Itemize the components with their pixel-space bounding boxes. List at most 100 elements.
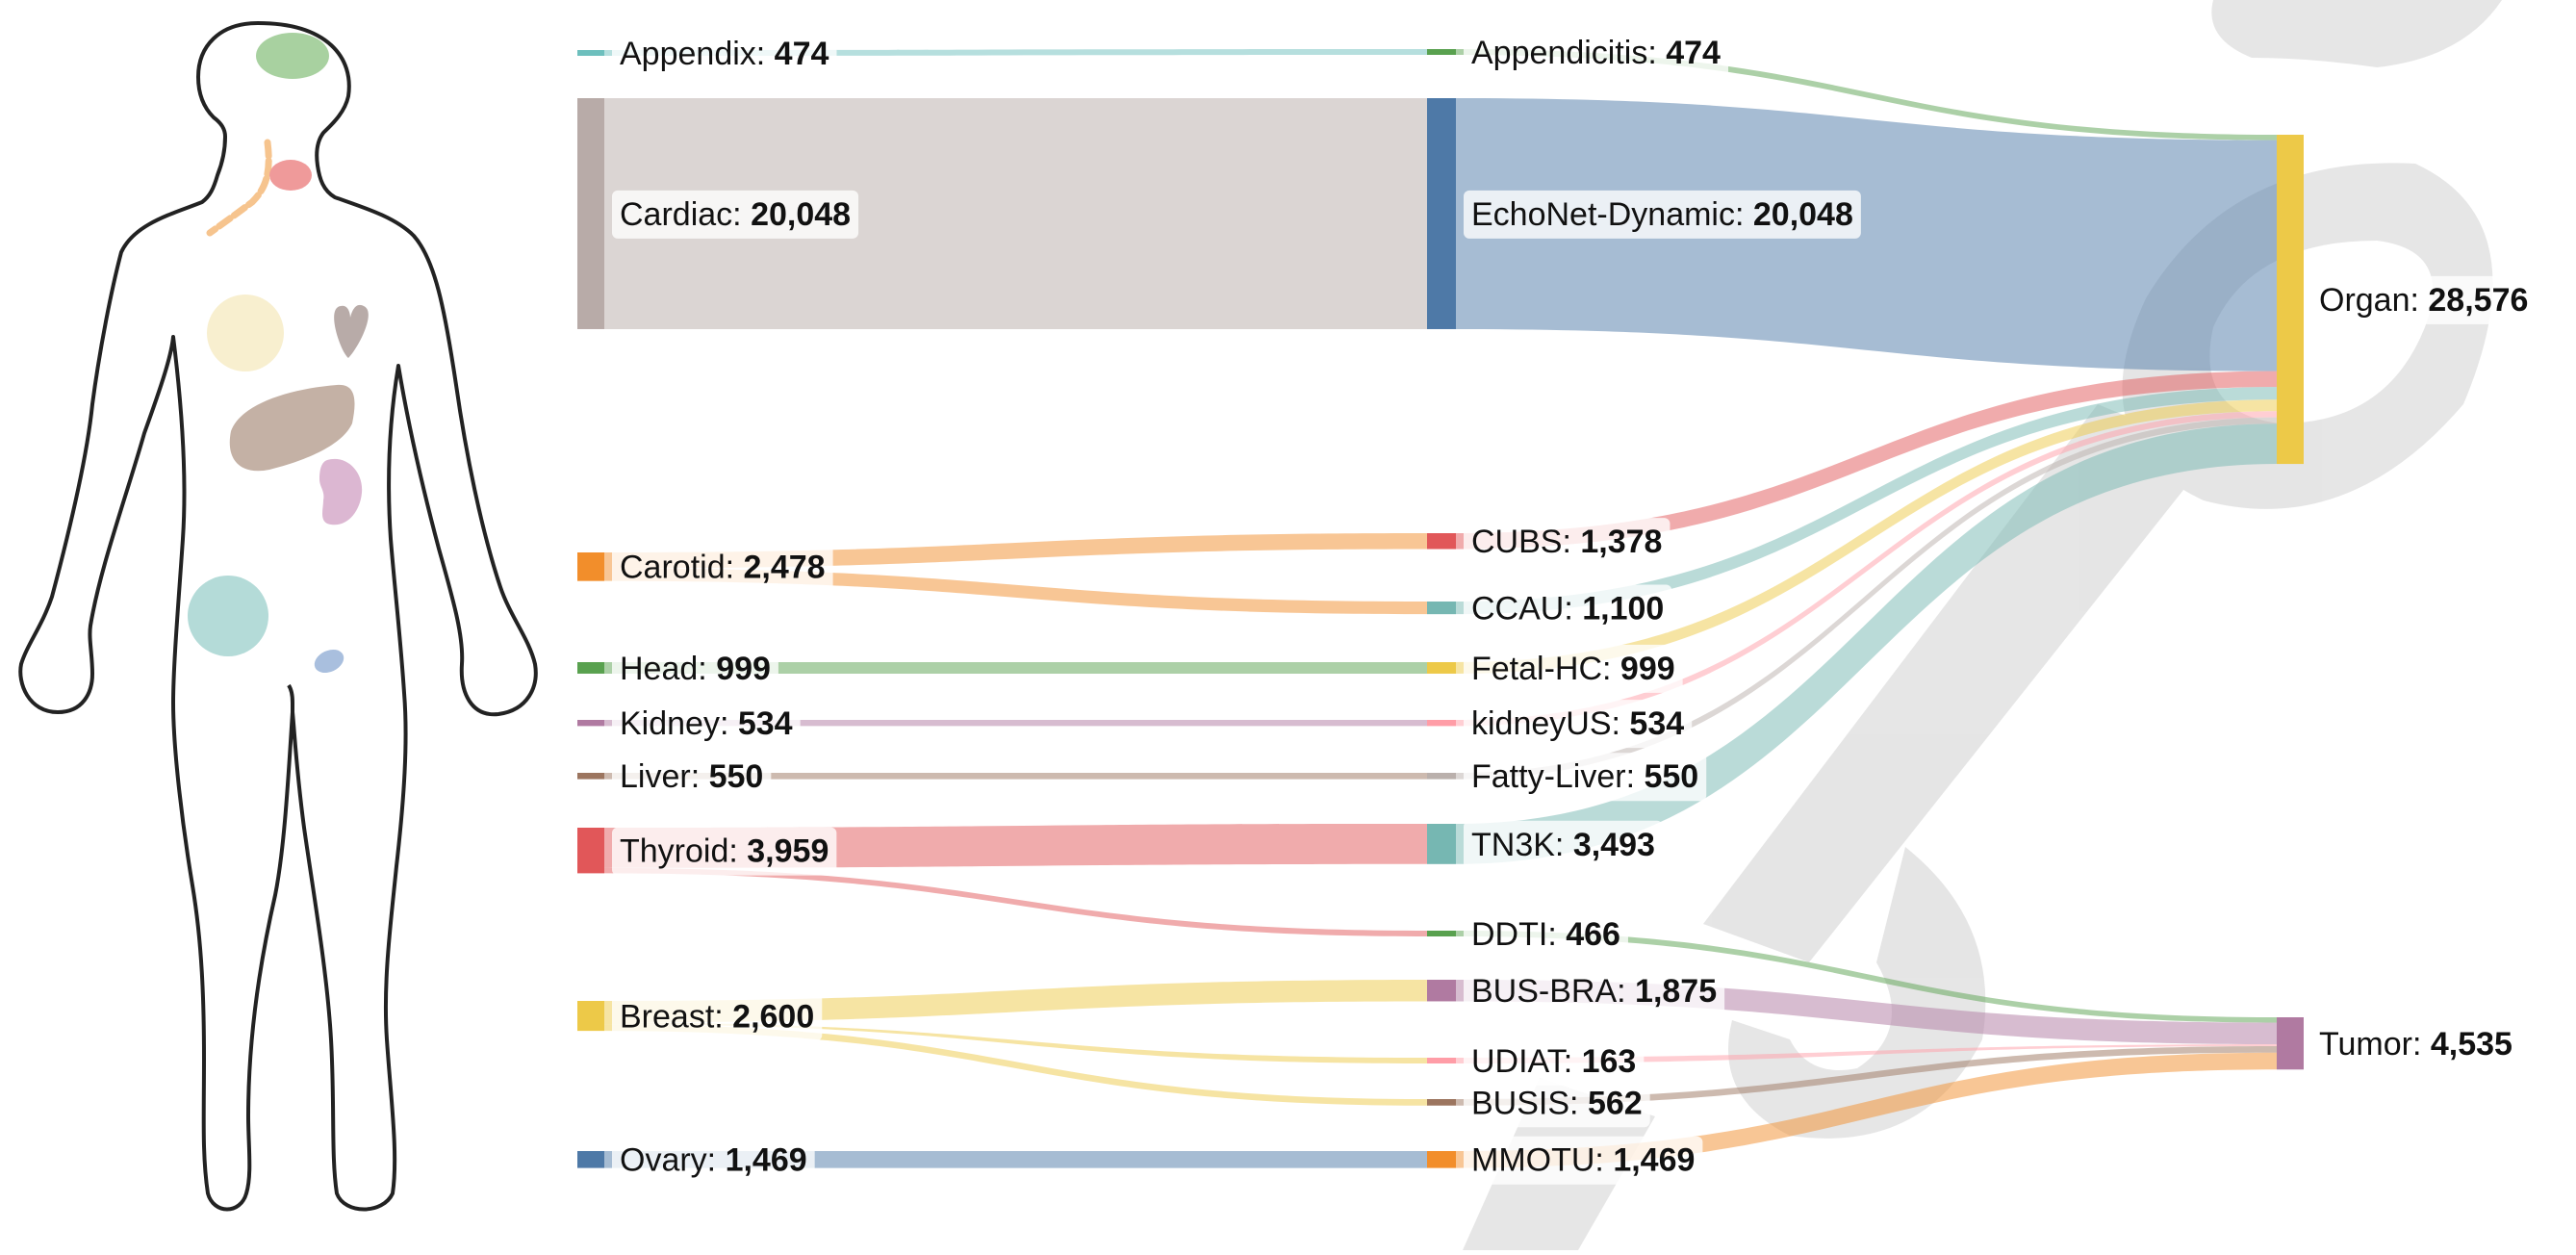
label-value-organ: 28,576 <box>2428 282 2528 319</box>
label-bg-mmotu <box>1464 1136 1703 1185</box>
label-bg-breast <box>612 992 823 1041</box>
label-ddti: DDTI: 466 <box>1464 909 1628 959</box>
label-value-kidneyus: 534 <box>1629 705 1684 742</box>
label-name-mmotu: MMOTU: <box>1471 1142 1613 1179</box>
link-fetalhc-organ <box>1456 399 2277 674</box>
label-text-appendix: Appendix: 474 <box>620 36 829 72</box>
kidney-icon <box>319 458 363 525</box>
label-value-thyroid: 3,959 <box>747 833 829 870</box>
label-bg-head <box>612 644 778 693</box>
label-name-kidneyus: kidneyUS: <box>1471 705 1629 742</box>
label-text-liver: Liver: 550 <box>620 758 763 795</box>
label-name-thyroid: Thyroid: <box>620 833 747 870</box>
label-name-busbra: BUS-BRA: <box>1471 973 1635 1010</box>
label-fetalhc: Fetal-HC: 999 <box>1464 644 1683 693</box>
label-text-echonet: EchoNet-Dynamic: 20,048 <box>1471 196 1853 233</box>
breast-icon <box>207 295 284 371</box>
label-bg-echonet <box>1464 190 1861 239</box>
label-bg-organ <box>2311 275 2537 324</box>
label-bg-appendix <box>612 29 837 78</box>
label-bg-ccau <box>1464 584 1672 633</box>
label-bg-fetalhc <box>1464 644 1683 693</box>
label-name-ovary: Ovary: <box>620 1142 726 1179</box>
label-value-kidney: 534 <box>738 705 793 742</box>
link-appendicitis-organ <box>1456 49 2277 141</box>
node-fetalhc <box>1427 662 1456 674</box>
label-value-tumor: 4,535 <box>2431 1026 2512 1063</box>
label-bg-ovary <box>612 1136 815 1185</box>
node-kidneyus <box>1427 720 1456 727</box>
label-bg-udiat <box>1464 1037 1645 1086</box>
label-text-busbra: BUS-BRA: 1,875 <box>1471 973 1717 1010</box>
label-text-kidney: Kidney: 534 <box>620 705 793 742</box>
label-cubs: CUBS: 1,378 <box>1464 518 1671 567</box>
label-bg-ddti <box>1464 909 1628 959</box>
node-appendicitis <box>1427 49 1456 55</box>
label-name-kidney: Kidney: <box>620 705 738 742</box>
link-thyroid-ddti <box>604 867 1427 936</box>
node-carotid <box>577 552 604 581</box>
link-cubs-organ <box>1456 371 2277 550</box>
label-name-appendix: Appendix: <box>620 36 775 72</box>
label-appendicitis: Appendicitis: 474 <box>1464 28 1729 77</box>
label-name-appendicitis: Appendicitis: <box>1471 35 1666 71</box>
label-bg-appendicitis <box>1464 28 1729 77</box>
brain-icon <box>256 33 329 79</box>
label-bg-cardiac <box>612 190 859 239</box>
sankey-nodes <box>577 49 2304 1168</box>
node-organ <box>2277 135 2304 465</box>
label-value-appendicitis: 474 <box>1666 35 1721 71</box>
label-head: Head: 999 <box>612 644 778 693</box>
node-busis <box>1427 1099 1456 1106</box>
label-mmotu: MMOTU: 1,469 <box>1464 1136 1703 1185</box>
label-bg-tn3k <box>1464 820 1663 869</box>
label-kidney: Kidney: 534 <box>612 700 801 749</box>
label-value-busis: 562 <box>1588 1085 1643 1121</box>
label-name-ccau: CCAU: <box>1471 590 1582 627</box>
label-text-ovary: Ovary: 1,469 <box>620 1142 807 1179</box>
liver-icon <box>229 384 355 472</box>
link-echonet-organ <box>1456 98 2277 371</box>
label-echonet: EchoNet-Dynamic: 20,048 <box>1464 190 1861 239</box>
label-bg-fattyliver <box>1464 753 1707 802</box>
thyroid-icon <box>269 160 312 191</box>
label-carotid: Carotid: 2,478 <box>612 543 833 592</box>
link-breast-busis <box>604 1024 1427 1106</box>
human-body-figure <box>18 21 538 1212</box>
appendix-icon <box>314 649 344 674</box>
label-name-fetalhc: Fetal-HC: <box>1471 651 1620 687</box>
link-kidney-kidneyus <box>604 720 1427 727</box>
label-busis: BUSIS: 562 <box>1464 1079 1650 1128</box>
link-ddti-tumor <box>1456 931 2277 1023</box>
label-name-carotid: Carotid: <box>620 550 744 586</box>
node-cardiac <box>577 98 604 329</box>
sankey-labels: Appendix: 474 Cardiac: 20,048 Carotid: 2,4… <box>612 28 2537 1185</box>
link-ccau-organ <box>1456 387 2277 615</box>
label-text-tn3k: TN3K: 3,493 <box>1471 827 1655 863</box>
label-value-fattyliver: 550 <box>1644 758 1698 795</box>
label-text-cardiac: Cardiac: 20,048 <box>620 196 851 233</box>
label-text-kidneyus: kidneyUS: 534 <box>1471 705 1684 742</box>
link-breast-udiat <box>604 1022 1427 1063</box>
label-value-tn3k: 3,493 <box>1573 827 1655 863</box>
label-thyroid: Thyroid: 3,959 <box>612 827 837 876</box>
node-liver <box>577 773 604 780</box>
node-udiat <box>1427 1058 1456 1063</box>
label-value-mmotu: 1,469 <box>1613 1142 1695 1179</box>
label-liver: Liver: 550 <box>612 753 772 802</box>
label-text-tumor: Tumor: 4,535 <box>2319 1026 2512 1063</box>
label-bg-kidneyus <box>1464 700 1693 749</box>
node-breast <box>577 1001 604 1032</box>
ovary-icon <box>188 576 268 656</box>
label-text-cubs: CUBS: 1,378 <box>1471 524 1662 560</box>
node-kidney <box>577 720 604 727</box>
label-bg-liver <box>612 753 772 802</box>
label-text-organ: Organ: 28,576 <box>2319 282 2528 319</box>
node-tn3k <box>1427 824 1456 864</box>
label-text-carotid: Carotid: 2,478 <box>620 550 826 586</box>
label-bg-busbra <box>1464 967 1725 1016</box>
link-mmotu-tumor <box>1456 1052 2277 1168</box>
link-udiat-tumor <box>1456 1044 2277 1063</box>
